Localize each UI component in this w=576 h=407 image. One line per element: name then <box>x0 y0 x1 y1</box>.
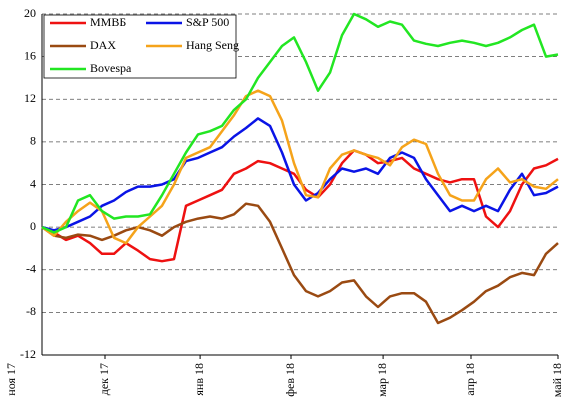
x-tick-label: апр 18 <box>463 363 477 396</box>
y-tick-label: -8 <box>26 304 36 318</box>
y-tick-label: 12 <box>24 91 36 105</box>
x-tick-label: фев 18 <box>283 363 297 397</box>
line-series <box>41 12 559 234</box>
x-tick-label: дек 17 <box>97 363 111 395</box>
legend-label: S&P 500 <box>186 15 229 29</box>
y-tick-label: -12 <box>20 347 36 361</box>
y-tick-label: 20 <box>24 6 36 20</box>
y-tick-label: 0 <box>30 219 36 233</box>
legend-label: DAX <box>90 38 116 52</box>
line-series <box>41 117 559 232</box>
y-tick-label: -4 <box>26 262 36 276</box>
x-tick-label: янв 18 <box>192 363 206 396</box>
legend-label: Hang Seng <box>186 38 239 52</box>
y-tick-label: 16 <box>24 48 36 62</box>
x-tick-label: ноя 17 <box>4 363 18 396</box>
line-series <box>41 202 559 325</box>
y-tick-label: 8 <box>30 134 36 148</box>
x-tick-label: мар 18 <box>375 363 389 397</box>
legend-label: ММВБ <box>90 15 126 29</box>
y-tick-label: 4 <box>30 176 36 190</box>
legend-label: Bovespa <box>90 61 132 75</box>
line-series <box>41 149 559 263</box>
line-series <box>41 89 559 245</box>
x-tick-label: май 18 <box>550 363 564 397</box>
